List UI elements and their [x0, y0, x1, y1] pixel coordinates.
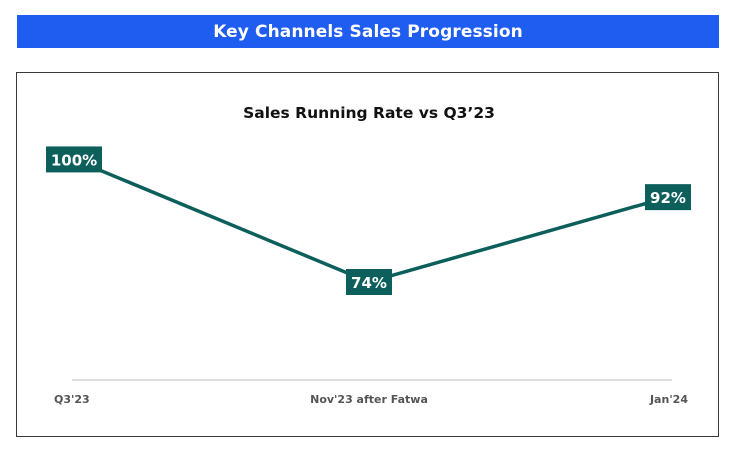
plot-layer: 100% 74% 92% Q3'23 Nov'23 after Fatwa Jan'24: [46, 146, 691, 406]
data-label-box: [46, 146, 102, 173]
data-label: 100%: [51, 151, 97, 169]
chart-title: Sales Running Rate vs Q3’23: [243, 104, 495, 122]
x-tick-label: Jan'24: [649, 393, 688, 406]
data-label: 92%: [650, 189, 686, 207]
data-label: 74%: [351, 274, 387, 292]
series-line: [72, 157, 670, 284]
x-tick-label: Nov'23 after Fatwa: [310, 393, 428, 406]
x-tick-label: Q3'23: [54, 393, 90, 406]
chart-frame: [16, 72, 719, 437]
header-title: Key Channels Sales Progression: [213, 21, 523, 42]
data-label-box: [645, 184, 691, 211]
data-label-box: [346, 269, 392, 295]
header-banner: Key Channels Sales Progression: [17, 15, 719, 48]
